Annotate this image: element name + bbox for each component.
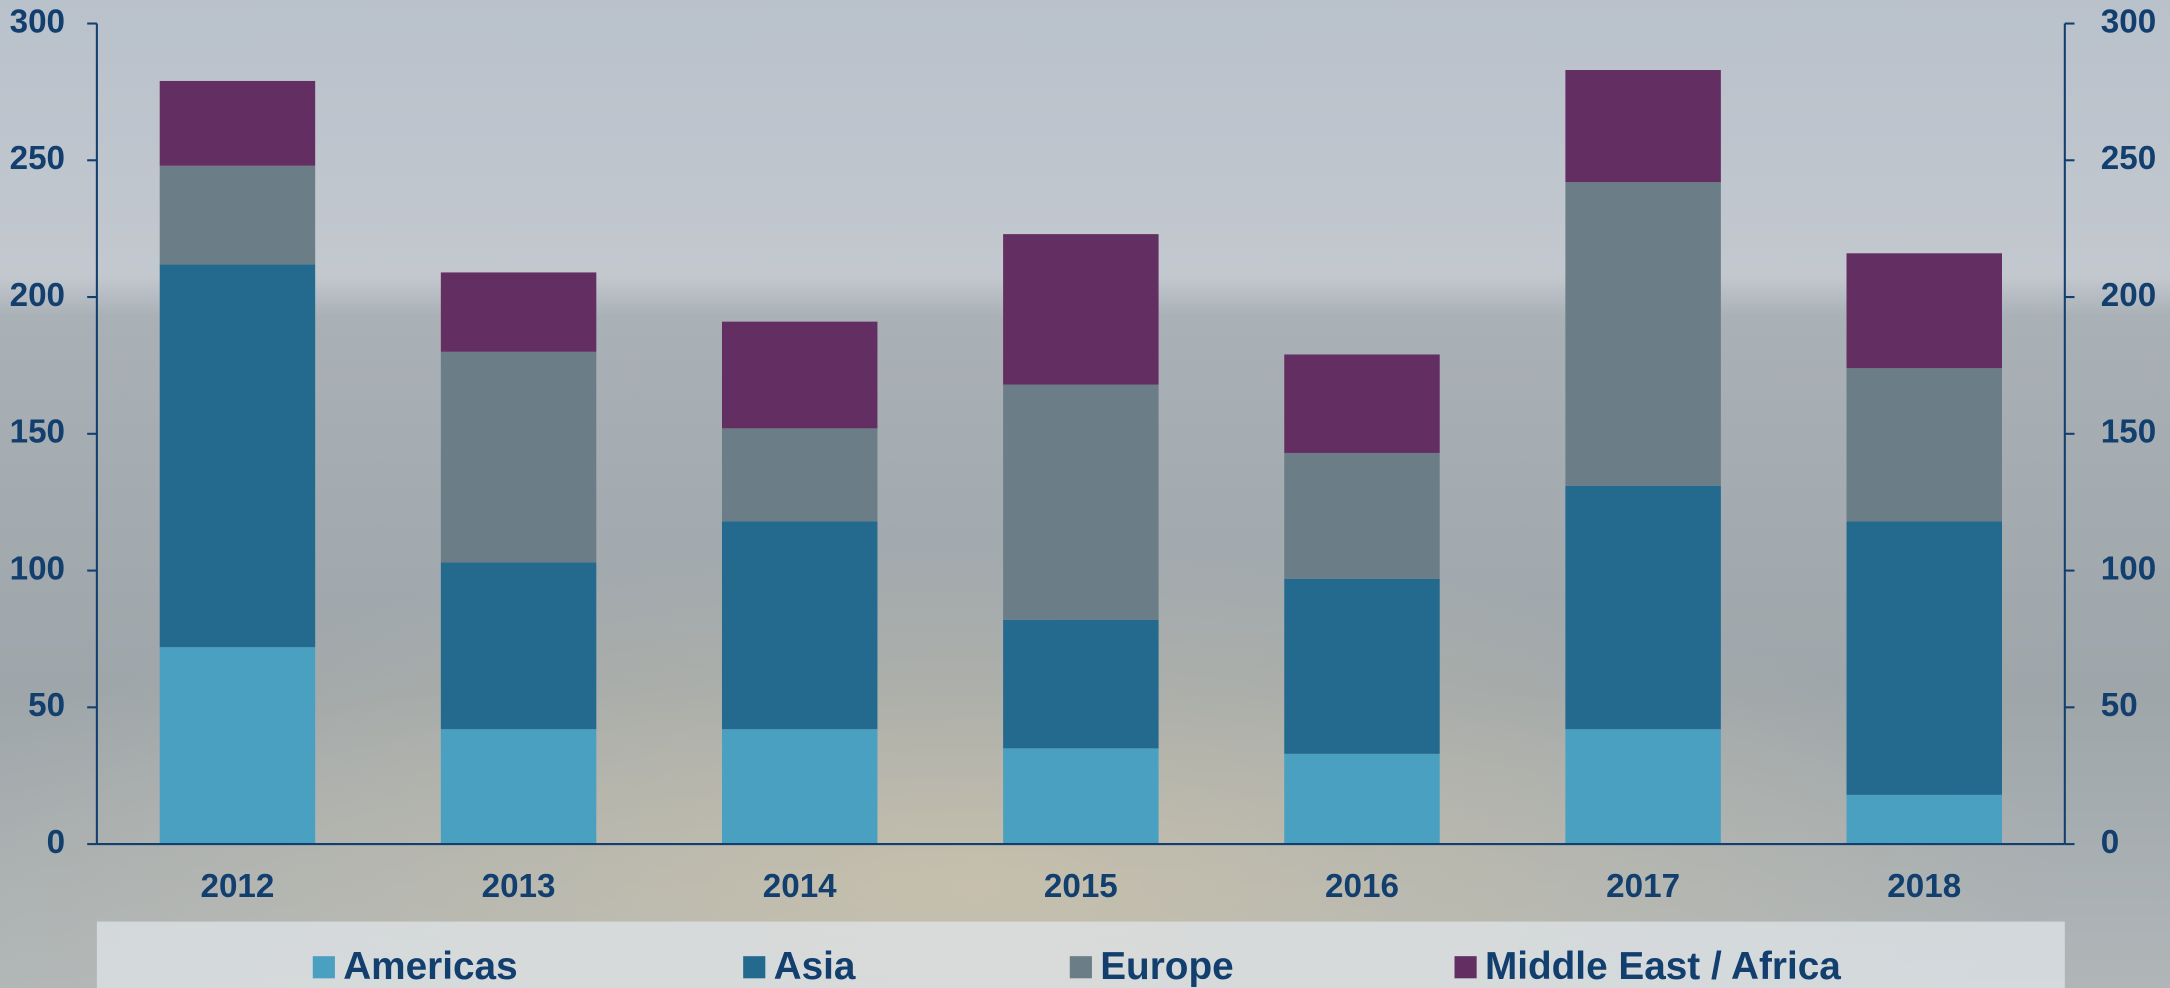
legend-swatch: [743, 956, 766, 979]
y-tick-label: 200: [10, 277, 65, 314]
y2-tick-label: 0: [2101, 824, 2119, 861]
bar-segment: [440, 562, 597, 730]
bar-segment: [1565, 485, 1721, 730]
bar-segment: [1003, 619, 1159, 749]
bar-segment: [1846, 253, 2002, 369]
bar-segment: [1003, 748, 1159, 845]
bar-segment: [159, 647, 316, 845]
bar-segment: [440, 351, 597, 563]
bar-segment: [1003, 234, 1159, 385]
legend-swatch: [1069, 956, 1092, 979]
bar-segment: [1284, 452, 1440, 579]
bar-segment: [1846, 521, 2002, 795]
bar-segment: [1284, 578, 1440, 754]
legend-label: Middle East / Africa: [1485, 945, 1841, 988]
bar-segment: [1565, 729, 1721, 845]
bar-segment: [721, 321, 878, 429]
bar-segment: [159, 80, 316, 166]
y-tick-label: 50: [28, 687, 65, 724]
y-tick-label: 300: [10, 3, 65, 40]
y-tick-label: 100: [10, 550, 65, 587]
bar-segment: [1565, 182, 1721, 486]
legend-label: Europe: [1100, 945, 1233, 988]
x-tick-label: 2018: [1887, 868, 1961, 905]
bar-segment: [1565, 70, 1721, 183]
x-tick-label: 2016: [1325, 868, 1399, 905]
bar-segment: [1284, 354, 1440, 453]
legend-label: Americas: [343, 945, 517, 988]
y2-tick-label: 200: [2101, 277, 2156, 314]
y-tick-label: 250: [10, 140, 65, 177]
bar-segment: [721, 428, 878, 522]
y-tick-label: 150: [10, 414, 65, 451]
bar-segment: [159, 165, 316, 265]
y2-tick-label: 100: [2101, 550, 2156, 587]
y2-tick-label: 300: [2101, 3, 2156, 40]
bar-segment: [1846, 368, 2002, 522]
x-tick-label: 2013: [482, 868, 556, 905]
bar-segment: [1846, 794, 2002, 845]
bar-segment: [1003, 384, 1159, 620]
legend-label: Asia: [774, 945, 856, 988]
bar-segment: [721, 729, 878, 845]
y2-tick-label: 50: [2101, 687, 2138, 724]
bar-segment: [159, 264, 316, 648]
y2-tick-label: 150: [2101, 414, 2156, 451]
bar-segment: [440, 272, 597, 352]
bar-segment: [1284, 753, 1440, 845]
bar-segment: [721, 521, 878, 730]
x-tick-label: 2017: [1606, 868, 1680, 905]
y2-tick-label: 250: [2101, 140, 2156, 177]
x-tick-label: 2015: [1044, 868, 1118, 905]
x-tick-label: 2012: [201, 868, 275, 905]
legend-swatch: [312, 956, 335, 979]
x-tick-label: 2014: [763, 868, 837, 905]
y-tick-label: 0: [47, 824, 65, 861]
legend-swatch: [1454, 956, 1477, 979]
bar-segment: [440, 729, 597, 845]
